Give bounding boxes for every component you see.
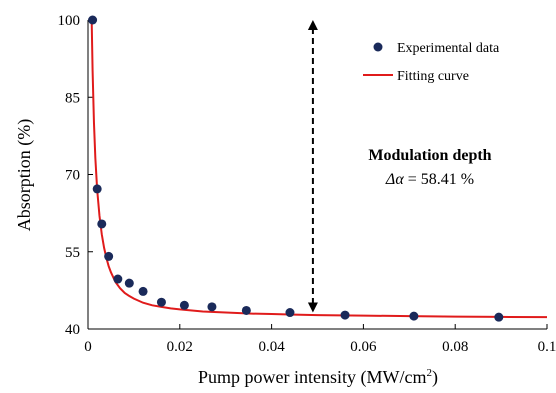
experimental-data-point <box>340 310 350 320</box>
experimental-data-point <box>409 311 419 321</box>
x-axis-title-superscript: 2 <box>426 367 432 379</box>
legend: Experimental data Fitting curve <box>363 41 500 84</box>
annotation-expression: Δα = 58.41 % <box>385 171 474 188</box>
y-tick-label: 70 <box>65 168 80 184</box>
x-axis-title-main: Pump power intensity (MW/cm <box>198 367 426 388</box>
axis-tick-labels: 0 0.02 0.04 0.06 0.08 0.1 40 55 70 85 100 <box>58 13 556 355</box>
experimental-data-point <box>285 308 295 318</box>
experimental-data-point <box>97 219 107 229</box>
arrow-head-top <box>307 20 318 30</box>
fitting-curve-layer <box>90 19 548 319</box>
annotation-value: = 58.41 % <box>404 171 474 188</box>
y-tick-label: 85 <box>65 90 80 106</box>
x-tick-label: 0 <box>84 339 92 355</box>
arrow-head-bottom <box>307 302 318 313</box>
experimental-data-point <box>179 300 189 310</box>
fitting-curve-line <box>90 19 548 319</box>
legend-marker-experimental <box>373 42 383 52</box>
experimental-data-point <box>138 286 148 296</box>
annotation-symbol: Δα <box>385 171 404 188</box>
experimental-data-point <box>92 184 102 194</box>
x-tick-label: 0.1 <box>538 339 556 355</box>
experimental-data-point <box>494 312 504 322</box>
experimental-data-point <box>156 297 166 307</box>
x-axis-title: Pump power intensity (MW/cm2) <box>198 367 438 388</box>
y-tick-label: 100 <box>58 13 81 29</box>
y-tick-label: 40 <box>65 322 80 338</box>
modulation-depth-arrow <box>307 20 318 313</box>
annotation-title: Modulation depth <box>368 147 491 164</box>
experimental-data-point <box>207 302 217 312</box>
experimental-data-point <box>113 274 123 284</box>
y-tick-label: 55 <box>65 245 80 261</box>
x-axis-title-tail: ) <box>432 367 438 388</box>
x-tick-label: 0.04 <box>258 339 285 355</box>
x-tick-label: 0.06 <box>350 339 377 355</box>
experimental-data-point <box>104 251 114 261</box>
experimental-data-point <box>124 278 134 288</box>
experimental-data-point <box>241 305 251 315</box>
x-tick-label: 0.08 <box>442 339 468 355</box>
legend-label-fitting: Fitting curve <box>397 69 469 84</box>
experimental-data-point <box>88 15 98 25</box>
legend-label-experimental: Experimental data <box>397 41 500 56</box>
y-axis-title: Absorption (%) <box>14 119 35 231</box>
x-tick-label: 0.02 <box>167 339 193 355</box>
experimental-points-layer <box>88 15 504 322</box>
